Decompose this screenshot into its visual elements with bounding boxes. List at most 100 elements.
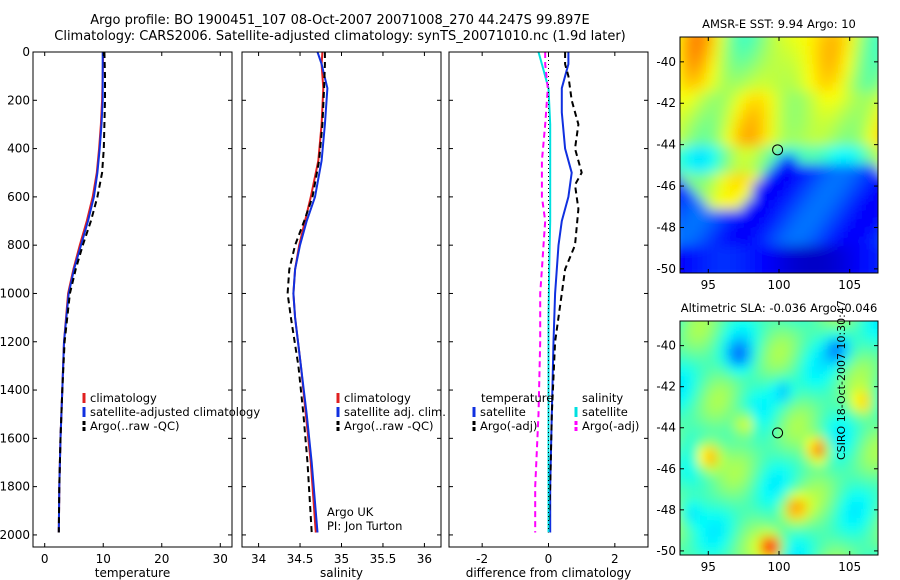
map-cell [860,145,870,156]
map-cell [788,393,798,403]
map-cell [698,357,708,367]
map-cell [698,420,708,430]
map-cell [815,263,825,273]
map-cell [752,91,762,102]
map-cell [806,555,816,565]
map-cell [869,465,878,475]
map-cell [806,384,816,394]
legend-entry: satellite [582,405,628,419]
map-cell [788,546,798,555]
map-cell [833,474,843,484]
map-cell [689,537,699,547]
map-cell [761,339,771,349]
map-cell [788,528,798,538]
map-cell [716,109,726,120]
map-cell [689,245,699,256]
map-cell [851,384,861,394]
map-cell [815,402,825,412]
map-cell [734,492,744,502]
map-cell [716,245,726,256]
map-cell [788,474,798,484]
map-cell [869,64,878,75]
map-cell [797,55,807,66]
map-cell [779,218,789,229]
map-cell [824,73,834,84]
map-cell [770,64,780,75]
map-cell [869,191,878,202]
map-cell [734,218,744,229]
map-cell [797,366,807,376]
map-cell [734,55,744,66]
map-cell [761,109,771,120]
map-cell [833,375,843,385]
map-cell [770,483,780,493]
map-cell [860,173,870,184]
map-cell [734,109,744,120]
map-cell [680,100,690,111]
map-cell [779,136,789,147]
map-cell [752,438,762,448]
map-cell [869,339,878,349]
map-cell [860,456,870,466]
map-cell [833,519,843,529]
map-cell [869,209,878,220]
map-cell [698,474,708,484]
y-tick-label: -42 [656,96,676,110]
map-cell [842,420,852,430]
map-cell [725,136,735,147]
map-cell [725,91,735,102]
map-cell [851,118,861,129]
map-cell [797,82,807,93]
map-cell [842,384,852,394]
map-cell [815,91,825,102]
map-cell [806,37,816,48]
map-cell [716,420,726,430]
map-cell [815,321,825,331]
map-cell [878,110,888,120]
map-cell [707,483,717,493]
map-cell [824,100,834,111]
map-cell [752,182,762,193]
map-cell [725,218,735,229]
map-cell [752,456,762,466]
map-cell [689,546,699,555]
map-cell [842,209,852,220]
map-cell [716,411,726,421]
map-cell [797,245,807,256]
map-cell [824,46,834,57]
map-cell [734,339,744,349]
map-cell [815,164,825,175]
map-cell [680,55,690,66]
map-cell [725,339,735,349]
map-cell [824,330,834,340]
map-cell [833,357,843,367]
map-cell [878,537,888,547]
map-cell [860,218,870,229]
map-cell [761,411,771,421]
map-cell [824,537,834,547]
map-cell [797,339,807,349]
map-cell [860,127,870,138]
map-cell [752,227,762,238]
map-cell [707,254,717,265]
map-cell [860,366,870,376]
map-cell [680,366,690,376]
map-cell [743,402,753,412]
map-cell [788,339,798,349]
map-cell [860,339,870,349]
map-cell [779,182,789,193]
map-cell [725,357,735,367]
map-cell [689,254,699,265]
map-cell [788,420,798,430]
map-cell [842,245,852,256]
map-cell [806,254,816,265]
map-cell [743,474,753,484]
map-cell [860,429,870,439]
map-cell [815,438,825,448]
map-cell [770,546,780,555]
map-cell [770,127,780,138]
map-cell [734,254,744,265]
map-cell [725,474,735,484]
map-cell [833,465,843,475]
map-cell [707,136,717,147]
